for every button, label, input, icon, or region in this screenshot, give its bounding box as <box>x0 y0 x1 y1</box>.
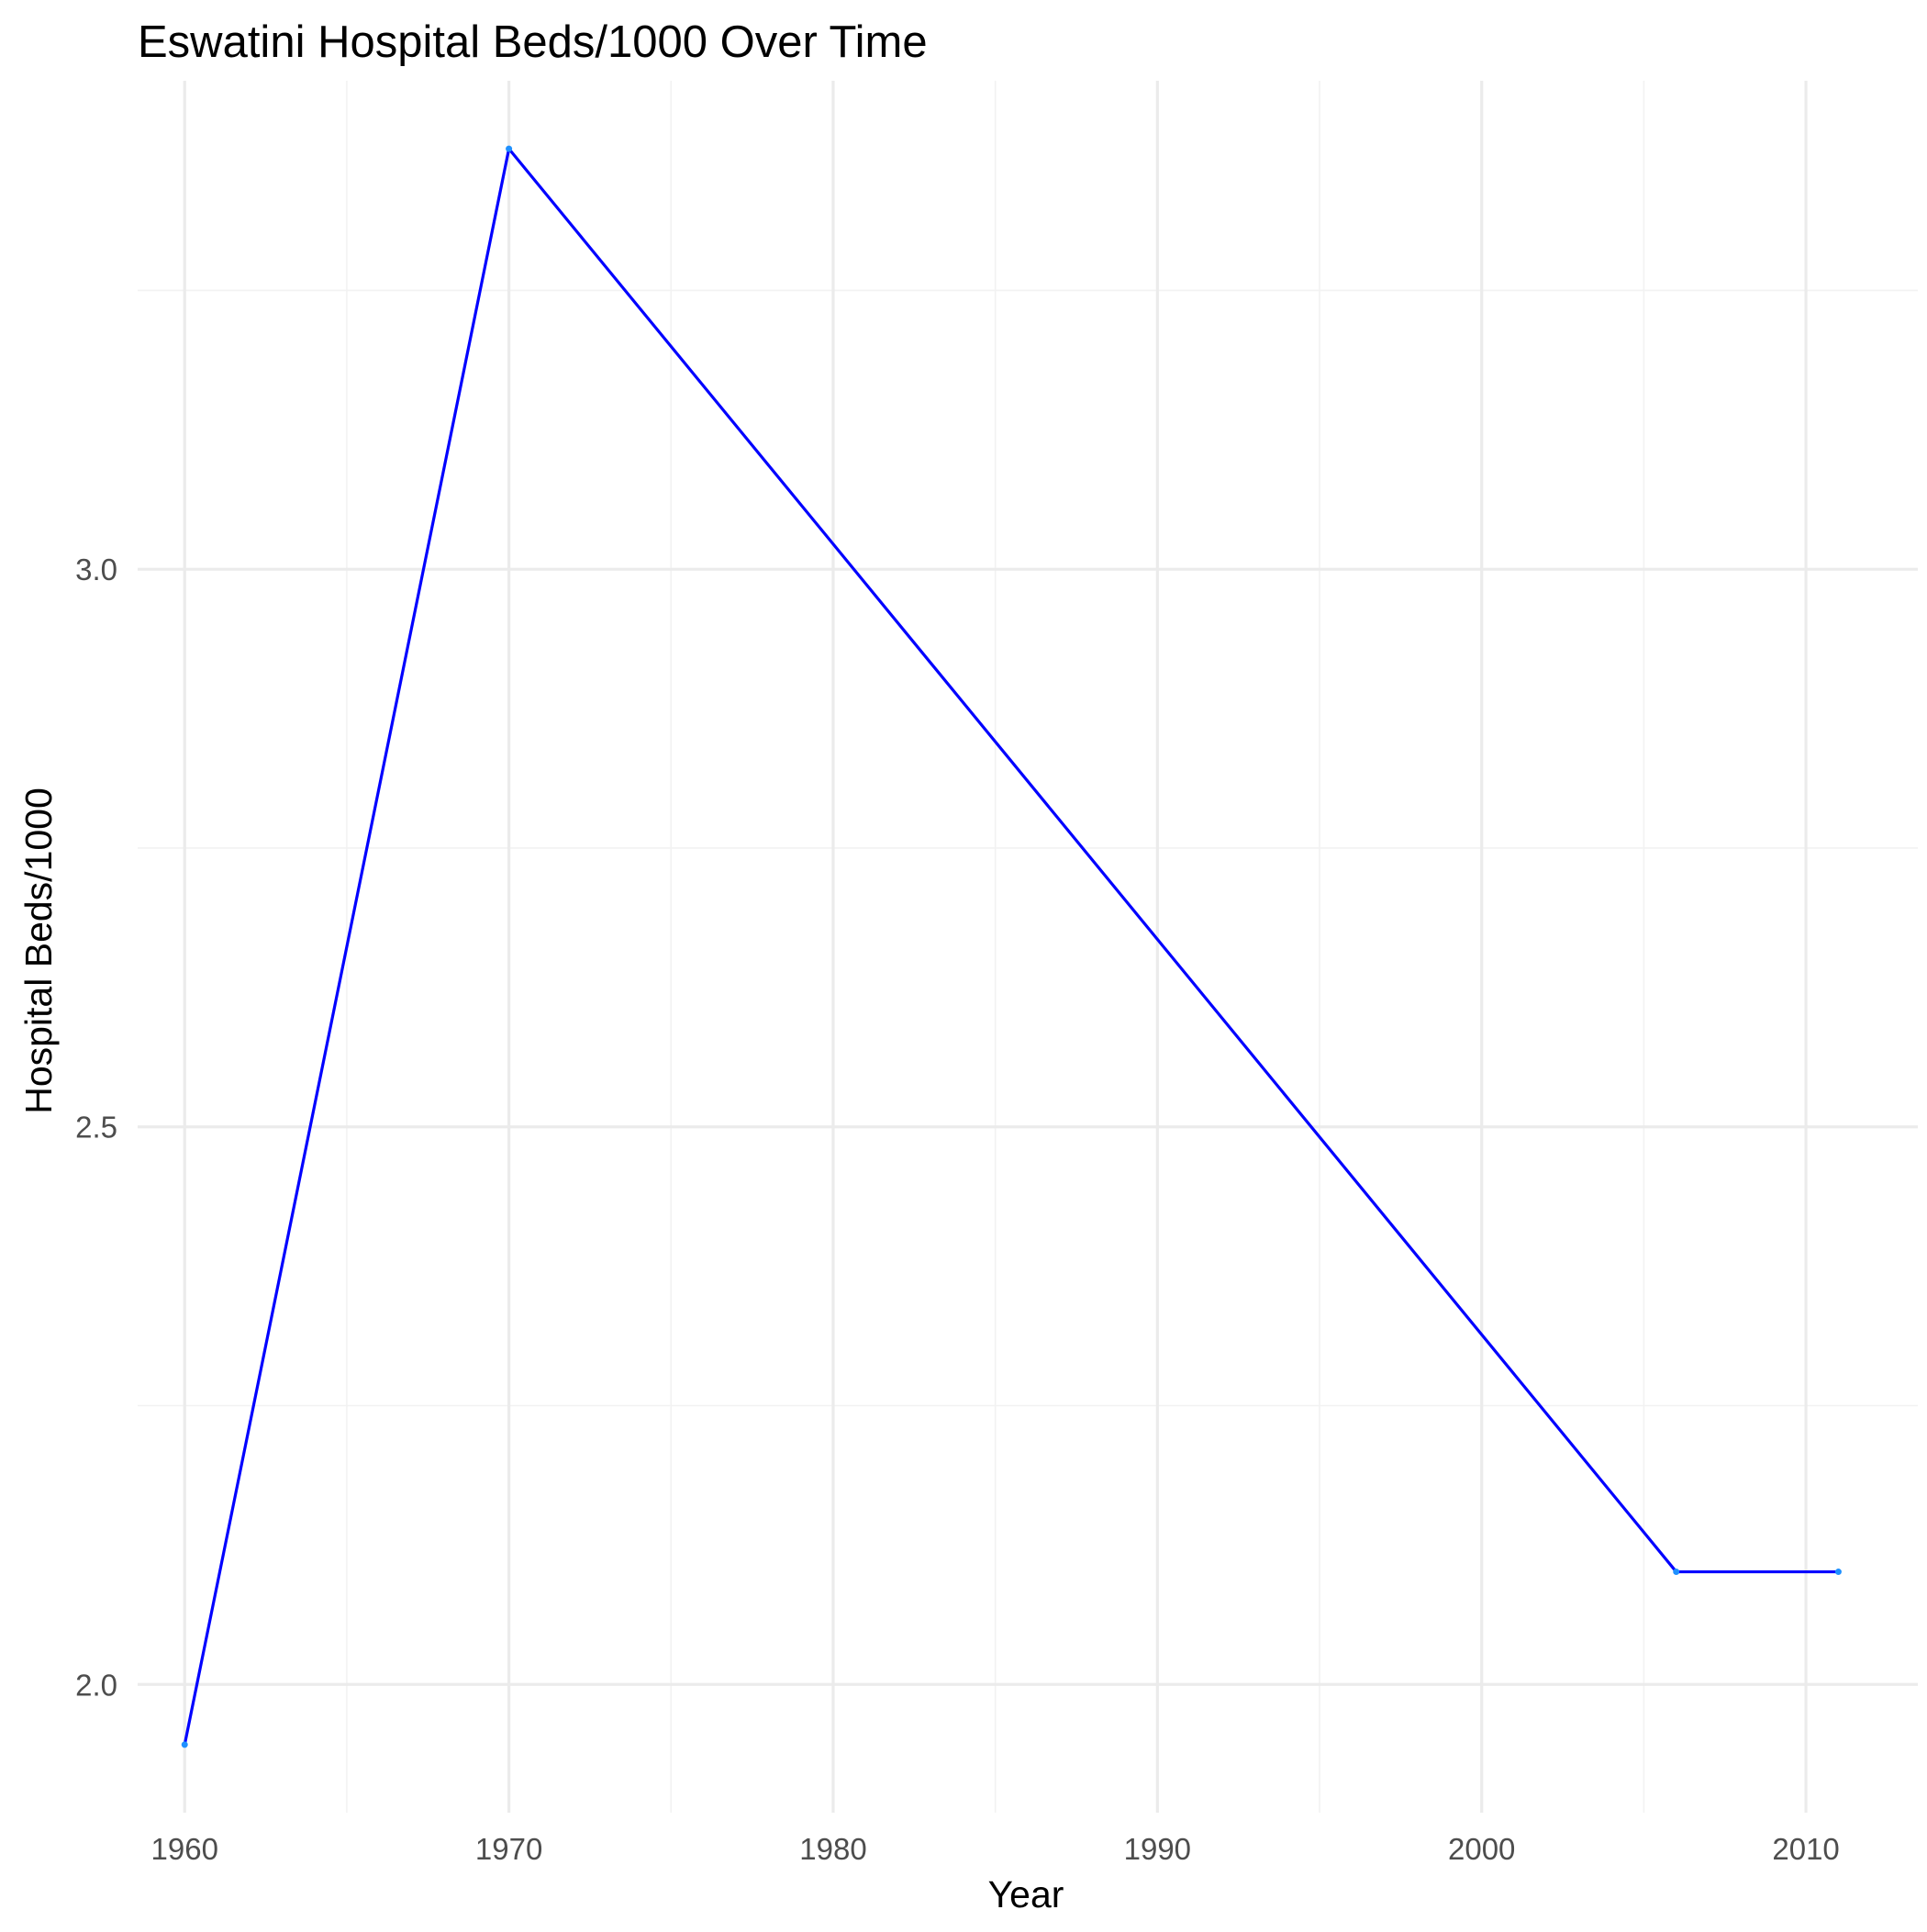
chart-title: Eswatini Hospital Beds/1000 Over Time <box>138 17 928 67</box>
points-layer <box>181 145 1842 1748</box>
x-tick-label: 2000 <box>1448 1832 1515 1866</box>
series-line-0 <box>183 147 1839 1746</box>
x-tick-label: 1980 <box>799 1832 866 1866</box>
y-axis-title: Hospital Beds/1000 <box>17 787 60 1114</box>
tick-labels: 1960 1970 1980 1990 2000 2010 2.0 2.5 3.0 <box>75 553 1840 1866</box>
y-tick-label: 2.5 <box>75 1111 117 1145</box>
x-tick-label: 1960 <box>151 1832 218 1866</box>
series-layer <box>183 147 1839 1746</box>
data-point <box>181 1741 188 1748</box>
data-point <box>506 145 513 152</box>
x-axis-title: Year <box>988 1873 1064 1915</box>
grid-layer <box>138 81 1918 1813</box>
y-tick-label: 2.0 <box>75 1668 117 1702</box>
x-tick-label: 1970 <box>475 1832 542 1866</box>
y-tick-label: 3.0 <box>75 553 117 586</box>
x-tick-label: 2010 <box>1772 1832 1839 1866</box>
x-tick-label: 1990 <box>1124 1832 1191 1866</box>
data-point <box>1834 1569 1842 1576</box>
data-point <box>1673 1569 1680 1576</box>
